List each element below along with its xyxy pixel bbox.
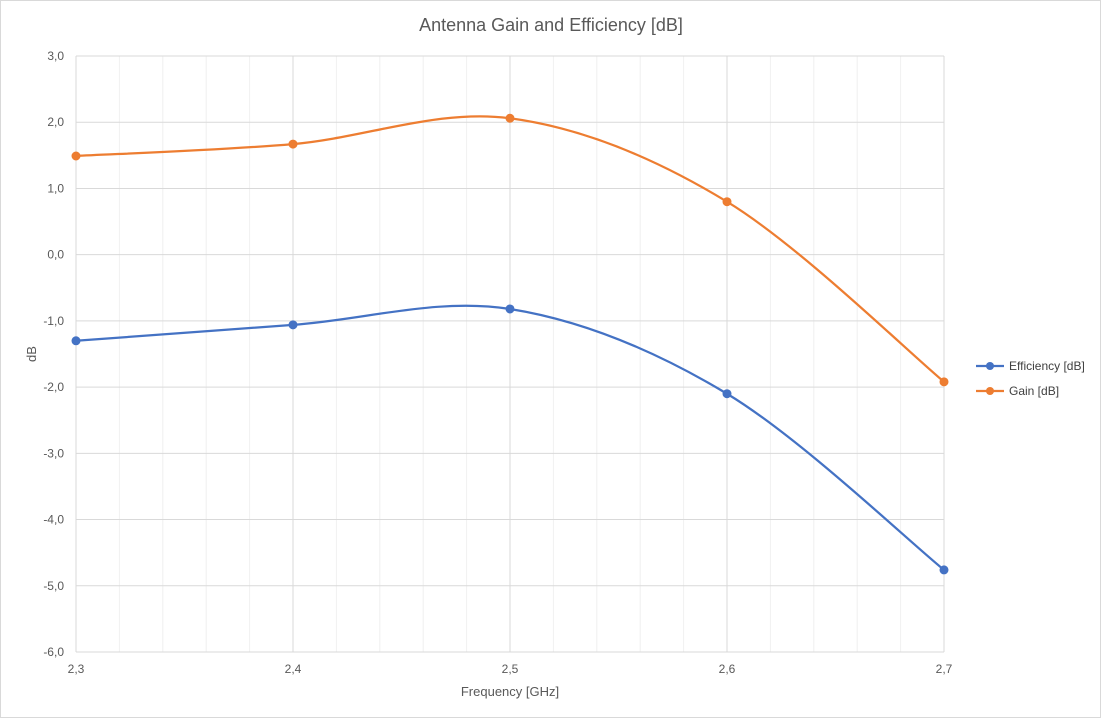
y-tick-label: 3,0 <box>47 49 64 63</box>
gain-db-data-point <box>288 139 298 149</box>
y-tick-label: -2,0 <box>43 380 64 394</box>
minor-gridlines <box>118 56 902 652</box>
x-tick-label: 2,7 <box>936 662 953 676</box>
y-tick-label: -4,0 <box>43 513 64 527</box>
gain-db-data-point <box>722 197 732 207</box>
x-tick-label: 2,3 <box>68 662 85 676</box>
legend: Efficiency [dB] Gain [dB] <box>976 359 1085 398</box>
efficiency-db-data-point <box>505 304 515 314</box>
gain-db-legend-label: Gain [dB] <box>1009 384 1059 398</box>
x-axis-ticks: 2,3 2,4 2,5 2,6 2,7 <box>68 662 953 676</box>
y-tick-label: 1,0 <box>47 181 64 195</box>
y-tick-label: -1,0 <box>43 314 64 328</box>
efficiency-db-legend-label: Efficiency [dB] <box>1009 359 1085 373</box>
y-tick-label: -5,0 <box>43 579 64 593</box>
y-tick-label: 0,0 <box>47 248 64 262</box>
efficiency-db-series-line <box>74 304 946 572</box>
efficiency-db-legend-marker <box>986 362 994 370</box>
efficiency-db-data-point <box>288 320 298 330</box>
gain-db-data-point <box>71 151 81 161</box>
efficiency-db-data-point <box>939 565 949 575</box>
efficiency-db-data-point <box>71 336 81 346</box>
gain-db-series-line <box>74 115 946 383</box>
y-tick-label: -3,0 <box>43 446 64 460</box>
y-axis-label: dB <box>24 346 39 362</box>
x-axis-label: Frequency [GHz] <box>461 684 559 699</box>
chart-title: Antenna Gain and Efficiency [dB] <box>419 15 683 35</box>
efficiency-db-data-point <box>722 389 732 399</box>
series-layer <box>71 113 949 575</box>
x-tick-label: 2,5 <box>502 662 519 676</box>
x-tick-label: 2,4 <box>285 662 302 676</box>
y-tick-label: 2,0 <box>47 115 64 129</box>
y-axis-ticks: 3,0 2,0 1,0 0,0 -1,0 -2,0 -3,0 -4,0 -5,0 -6,0 <box>43 49 64 659</box>
gain-db-data-point <box>505 113 515 123</box>
x-tick-label: 2,6 <box>719 662 736 676</box>
y-tick-label: -6,0 <box>43 645 64 659</box>
gain-db-legend-marker <box>986 387 994 395</box>
gain-db-data-point <box>939 377 949 387</box>
